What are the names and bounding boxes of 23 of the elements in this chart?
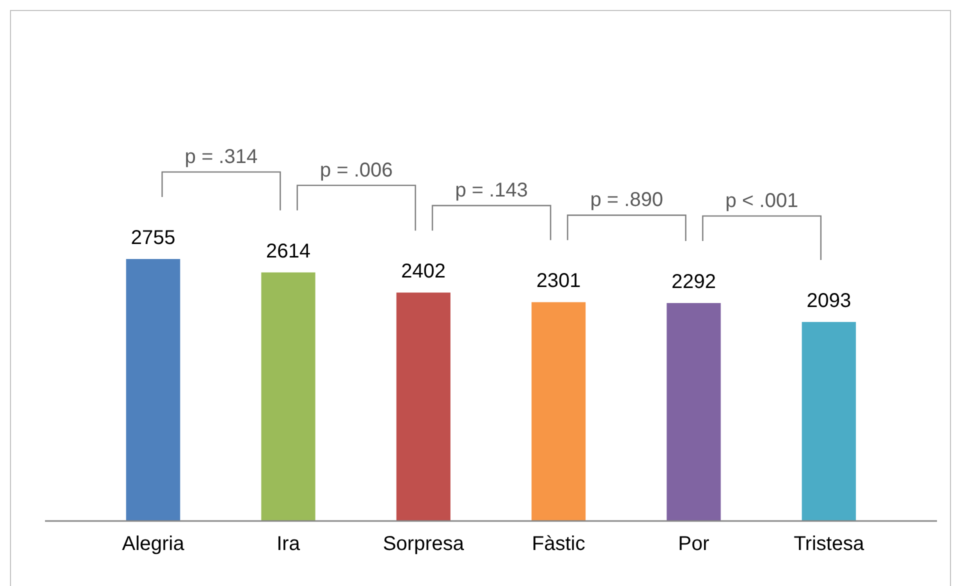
bar — [802, 322, 856, 521]
data-label: 2614 — [266, 240, 311, 262]
bar — [666, 303, 721, 521]
bar — [261, 272, 316, 521]
data-label: 2093 — [806, 290, 852, 312]
text: p = .314 — [184, 146, 258, 168]
data-label: 2301 — [536, 270, 581, 292]
text: p = .143 — [455, 180, 528, 202]
bar — [126, 259, 180, 521]
x-tick-label: Ira — [276, 533, 301, 555]
x-tick-label: Alegria — [122, 533, 186, 555]
text: p = .006 — [320, 159, 393, 182]
x-tick-label: Tristesa — [794, 533, 865, 555]
x-tick-label: Sorpresa — [382, 533, 465, 555]
x-tick-label: Fàstic — [532, 533, 586, 555]
x-tick-label: Por — [678, 533, 710, 555]
bar — [396, 292, 450, 521]
text: p < .001 — [725, 190, 798, 212]
data-label: 2402 — [401, 260, 446, 283]
text: p = .890 — [590, 189, 664, 212]
bar — [532, 302, 586, 521]
data-label: 2292 — [671, 271, 716, 294]
data-label: 2755 — [130, 227, 176, 249]
